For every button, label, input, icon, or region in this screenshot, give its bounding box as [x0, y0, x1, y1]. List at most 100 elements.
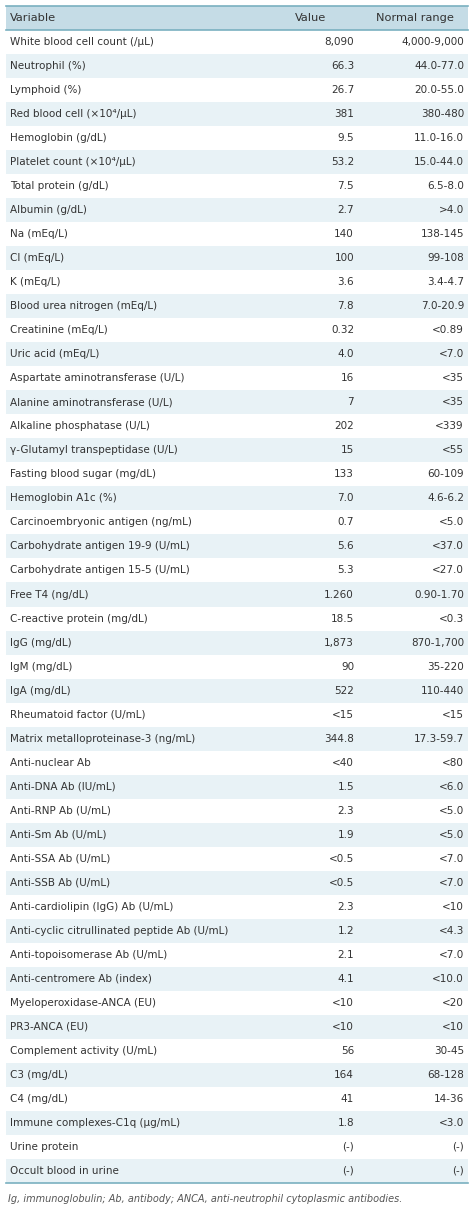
Text: 8,090: 8,090: [324, 37, 354, 47]
Text: γ-Glutamyl transpeptidase (U/L): γ-Glutamyl transpeptidase (U/L): [10, 445, 178, 455]
Text: 15: 15: [341, 445, 354, 455]
Text: <7.0: <7.0: [439, 349, 464, 359]
Text: Total protein (g/dL): Total protein (g/dL): [10, 181, 109, 191]
Text: <10.0: <10.0: [432, 974, 464, 983]
Text: Occult blood in urine: Occult blood in urine: [10, 1166, 119, 1176]
Text: (-): (-): [342, 1142, 354, 1152]
Text: 0.90-1.70: 0.90-1.70: [414, 589, 464, 600]
Bar: [6, 366, 468, 391]
Text: 53.2: 53.2: [331, 157, 354, 167]
Bar: [6, 414, 468, 438]
Text: <0.89: <0.89: [432, 325, 464, 335]
Text: 140: 140: [334, 229, 354, 240]
Text: <7.0: <7.0: [439, 877, 464, 887]
Text: <15: <15: [332, 710, 354, 719]
Text: Rheumatoid factor (U/mL): Rheumatoid factor (U/mL): [10, 710, 146, 719]
Text: Anti-Sm Ab (U/mL): Anti-Sm Ab (U/mL): [10, 830, 107, 840]
Bar: [6, 1111, 468, 1135]
Text: 2.3: 2.3: [337, 806, 354, 815]
Text: C-reactive protein (mg/dL): C-reactive protein (mg/dL): [10, 613, 148, 623]
Text: 5.3: 5.3: [337, 566, 354, 576]
Text: <10: <10: [332, 1022, 354, 1032]
Text: 1.2: 1.2: [337, 926, 354, 936]
Text: <339: <339: [436, 421, 464, 431]
Text: Anti-nuclear Ab: Anti-nuclear Ab: [10, 758, 91, 768]
Bar: [6, 270, 468, 295]
Bar: [6, 1039, 468, 1062]
Text: Normal range: Normal range: [376, 13, 454, 23]
Bar: [6, 1015, 468, 1039]
Text: 7: 7: [347, 397, 354, 408]
Text: Alkaline phosphatase (U/L): Alkaline phosphatase (U/L): [10, 421, 150, 431]
Text: 56: 56: [341, 1045, 354, 1056]
Text: <20: <20: [442, 998, 464, 1008]
Text: 0.7: 0.7: [337, 517, 354, 527]
Text: <80: <80: [442, 758, 464, 768]
Text: <4.3: <4.3: [438, 926, 464, 936]
Bar: [6, 798, 468, 823]
Text: Free T4 (ng/dL): Free T4 (ng/dL): [10, 589, 89, 600]
Text: 2.7: 2.7: [337, 206, 354, 215]
Text: Myeloperoxidase-ANCA (EU): Myeloperoxidase-ANCA (EU): [10, 998, 156, 1008]
Text: <37.0: <37.0: [432, 542, 464, 551]
Text: 3.6: 3.6: [337, 277, 354, 287]
Text: Red blood cell (×10⁴/μL): Red blood cell (×10⁴/μL): [10, 110, 137, 119]
Bar: [6, 30, 468, 54]
Bar: [6, 655, 468, 679]
Text: 30-45: 30-45: [434, 1045, 464, 1056]
Text: 99-108: 99-108: [427, 253, 464, 263]
Text: 66.3: 66.3: [331, 61, 354, 71]
Text: Urine protein: Urine protein: [10, 1142, 78, 1152]
Bar: [6, 606, 468, 630]
Text: 3.4-4.7: 3.4-4.7: [427, 277, 464, 287]
Text: C3 (mg/dL): C3 (mg/dL): [10, 1070, 68, 1079]
Bar: [6, 559, 468, 583]
Bar: [6, 702, 468, 727]
Bar: [6, 943, 468, 966]
Bar: [6, 391, 468, 414]
Text: <55: <55: [442, 445, 464, 455]
Bar: [6, 198, 468, 223]
Text: <5.0: <5.0: [439, 806, 464, 815]
Text: Matrix metalloproteinase-3 (ng/mL): Matrix metalloproteinase-3 (ng/mL): [10, 734, 195, 744]
Text: Uric acid (mEq/L): Uric acid (mEq/L): [10, 349, 100, 359]
Text: <3.0: <3.0: [439, 1118, 464, 1128]
Text: <5.0: <5.0: [439, 830, 464, 840]
Text: Anti-SSA Ab (U/mL): Anti-SSA Ab (U/mL): [10, 853, 110, 864]
Text: Value: Value: [295, 13, 327, 23]
Text: 100: 100: [335, 253, 354, 263]
Bar: [6, 630, 468, 655]
Bar: [6, 919, 468, 943]
Text: 7.5: 7.5: [337, 181, 354, 191]
Bar: [6, 847, 468, 870]
Text: Immune complexes-C1q (μg/mL): Immune complexes-C1q (μg/mL): [10, 1118, 180, 1128]
Text: 4,000-9,000: 4,000-9,000: [401, 37, 464, 47]
Text: Lymphoid (%): Lymphoid (%): [10, 85, 82, 95]
Text: 4.6-6.2: 4.6-6.2: [427, 493, 464, 504]
Bar: [6, 1087, 468, 1111]
Text: 17.3-59.7: 17.3-59.7: [414, 734, 464, 744]
Text: 9.5: 9.5: [337, 133, 354, 144]
Bar: [6, 1159, 468, 1183]
Text: 41: 41: [341, 1094, 354, 1104]
Text: 7.8: 7.8: [337, 302, 354, 312]
Text: 11.0-16.0: 11.0-16.0: [414, 133, 464, 144]
Text: Alanine aminotransferase (U/L): Alanine aminotransferase (U/L): [10, 397, 173, 408]
Text: <10: <10: [332, 998, 354, 1008]
Bar: [6, 775, 468, 798]
Bar: [6, 1135, 468, 1159]
Text: 4.1: 4.1: [337, 974, 354, 983]
Text: PR3-ANCA (EU): PR3-ANCA (EU): [10, 1022, 88, 1032]
Text: Anti-topoisomerase Ab (U/mL): Anti-topoisomerase Ab (U/mL): [10, 949, 167, 960]
Text: 1,873: 1,873: [324, 638, 354, 647]
Text: 164: 164: [334, 1070, 354, 1079]
Text: (-): (-): [452, 1142, 464, 1152]
Text: <35: <35: [442, 397, 464, 408]
Bar: [6, 150, 468, 174]
Text: Albumin (g/dL): Albumin (g/dL): [10, 206, 87, 215]
Text: 133: 133: [334, 470, 354, 479]
Text: 202: 202: [334, 421, 354, 431]
Text: 870-1,700: 870-1,700: [411, 638, 464, 647]
Text: Carbohydrate antigen 15-5 (U/mL): Carbohydrate antigen 15-5 (U/mL): [10, 566, 190, 576]
Bar: [6, 583, 468, 606]
